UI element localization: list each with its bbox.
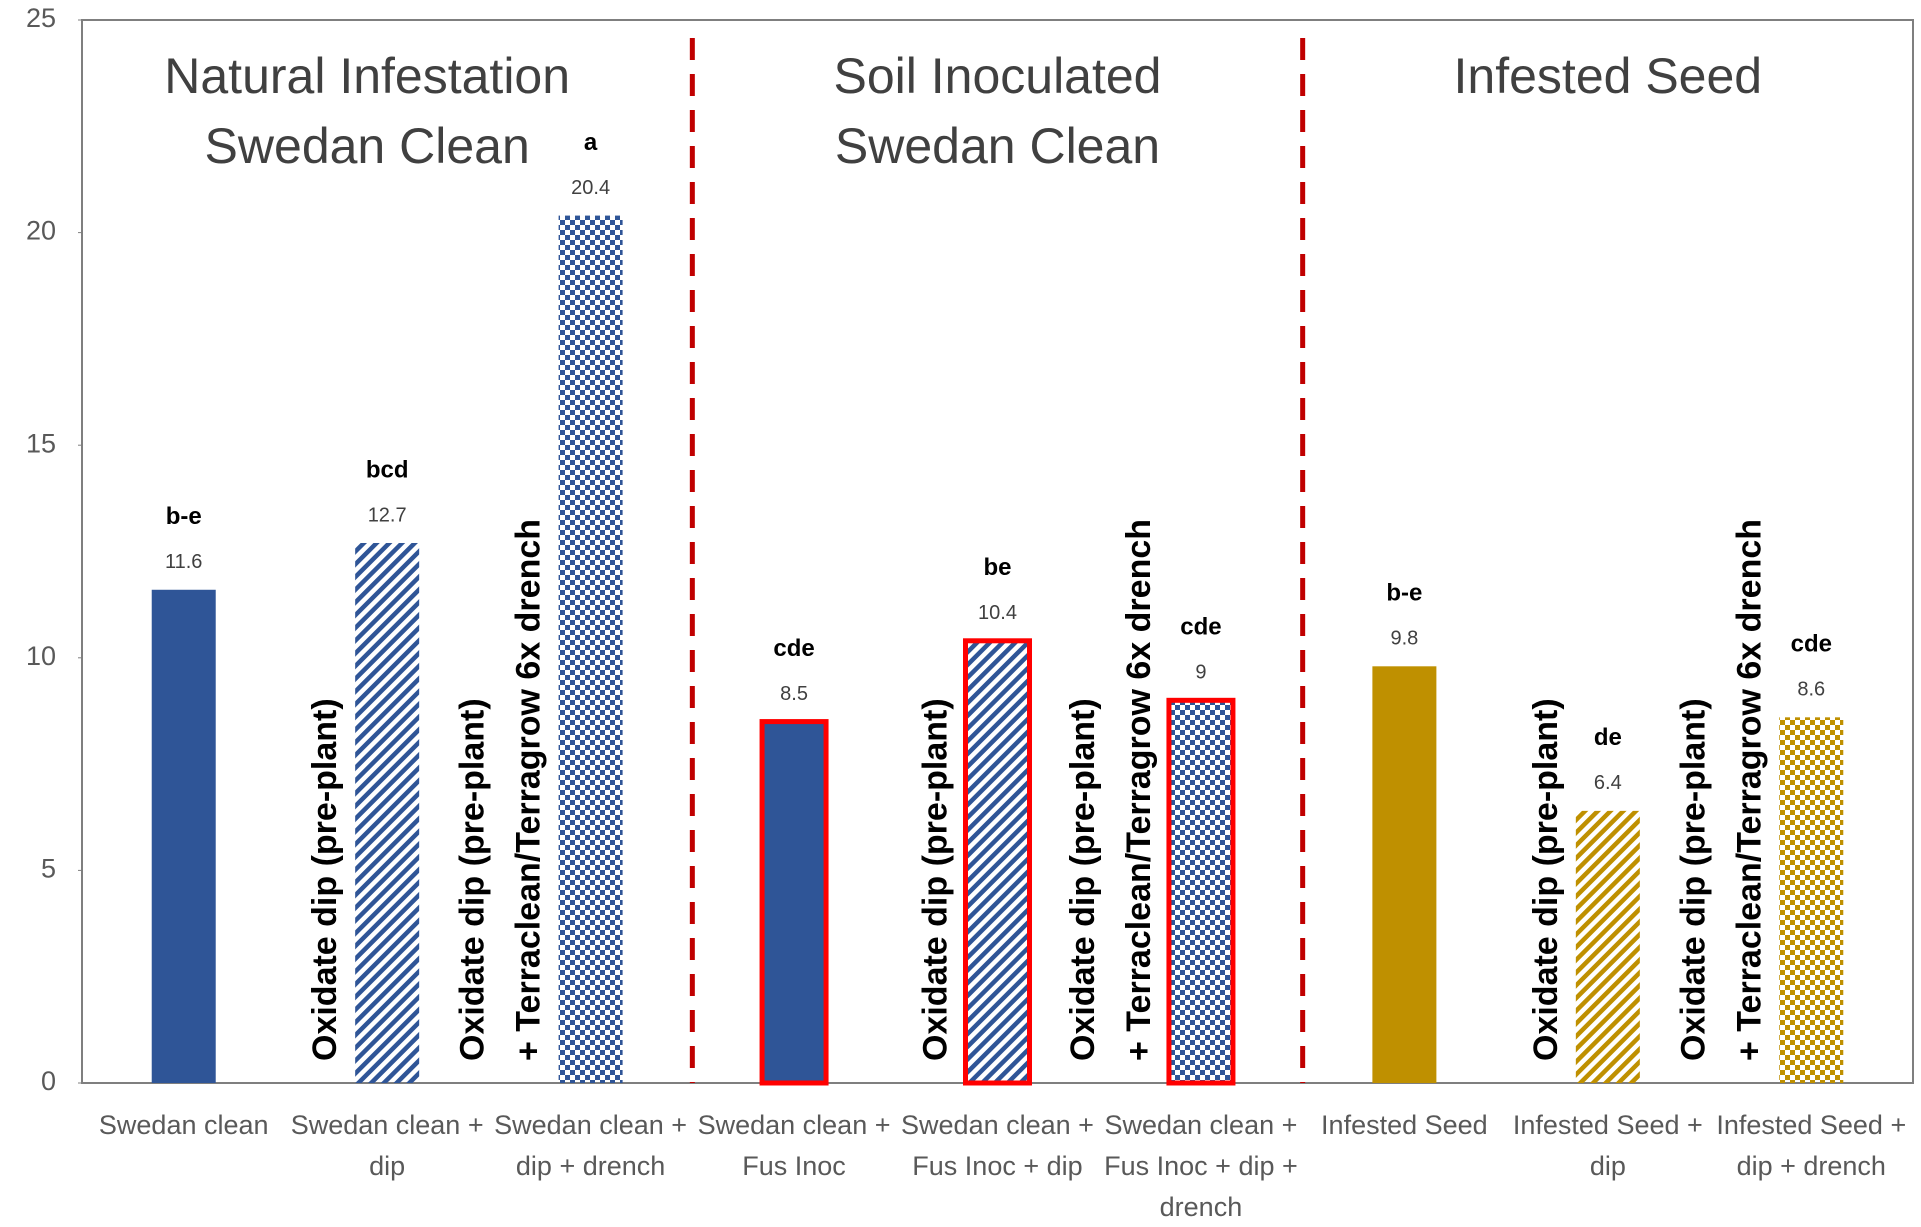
- x-tick-label: Swedan clean + Fus Inoc + dip + drench: [1104, 1110, 1298, 1222]
- group-label: Swedan Clean: [835, 118, 1160, 174]
- group-label: Natural Infestation: [164, 48, 570, 104]
- significance-letter: b-e: [1386, 580, 1422, 607]
- bar: [1779, 717, 1844, 1083]
- bar-note: + Terraclean/Terragrow 6x drench: [1730, 519, 1768, 1061]
- group-label: Soil Inoculated: [833, 48, 1161, 104]
- value-label: 20.4: [571, 177, 610, 199]
- y-tick-label: 20: [26, 216, 56, 246]
- bar: [355, 542, 420, 1083]
- bar: [1575, 810, 1640, 1083]
- value-label: 9: [1195, 662, 1206, 684]
- bar-note: Oxidate dip (pre-plant): [1527, 698, 1565, 1061]
- bar-note: Oxidate dip (pre-plant): [1064, 698, 1102, 1061]
- x-tick-label: Infested Seed + dip + drench: [1716, 1110, 1907, 1181]
- bar: [558, 215, 623, 1084]
- significance-letter: be: [983, 554, 1011, 581]
- y-tick-label: 5: [41, 854, 56, 884]
- bar-note: + Terraclean/Terragrow 6x drench: [510, 519, 548, 1061]
- x-tick-label: Swedan clean + Fus Inoc + dip: [901, 1110, 1094, 1181]
- x-tick-label: Swedan clean: [98, 1110, 269, 1140]
- x-tick-label: Infested Seed: [1321, 1110, 1488, 1140]
- significance-letter: a: [584, 129, 598, 156]
- bar: [151, 589, 216, 1083]
- significance-letter: de: [1594, 724, 1622, 751]
- bar-note: Oxidate dip (pre-plant): [916, 698, 954, 1061]
- value-label: 11.6: [165, 551, 202, 573]
- bar-note: + Terraclean/Terragrow 6x drench: [1120, 519, 1158, 1061]
- bar-note: Oxidate dip (pre-plant): [306, 698, 344, 1061]
- y-tick-label: 10: [26, 641, 56, 671]
- y-tick-label: 15: [26, 428, 56, 458]
- value-label: 6.4: [1594, 772, 1622, 794]
- x-tick-label: Swedan clean + Fus Inoc: [697, 1110, 891, 1181]
- x-tick-label: Infested Seed + dip: [1512, 1110, 1703, 1181]
- significance-letter: b-e: [166, 503, 202, 530]
- bar-note: Oxidate dip (pre-plant): [1674, 698, 1712, 1061]
- bar: [1166, 697, 1236, 1086]
- value-label: 12.7: [368, 504, 407, 526]
- value-label: 8.6: [1797, 679, 1825, 701]
- bar-note: Oxidate dip (pre-plant): [454, 698, 492, 1061]
- y-tick-label: 0: [41, 1066, 56, 1096]
- bar: [759, 719, 829, 1086]
- bar: [1372, 666, 1437, 1083]
- bar: [963, 638, 1032, 1086]
- significance-letter: cde: [773, 635, 814, 662]
- x-tick-label: Swedan clean + dip: [290, 1110, 484, 1181]
- significance-letter: cde: [1180, 614, 1221, 641]
- x-tick-label: Swedan clean + dip + drench: [494, 1110, 688, 1181]
- group-label: Swedan Clean: [205, 118, 530, 174]
- y-tick-label: 25: [26, 3, 56, 33]
- significance-letter: bcd: [366, 456, 409, 483]
- value-label: 9.8: [1390, 628, 1418, 650]
- significance-letter: cde: [1791, 631, 1832, 658]
- group-label: Infested Seed: [1454, 48, 1763, 104]
- value-label: 10.4: [978, 602, 1017, 624]
- value-label: 8.5: [780, 683, 808, 705]
